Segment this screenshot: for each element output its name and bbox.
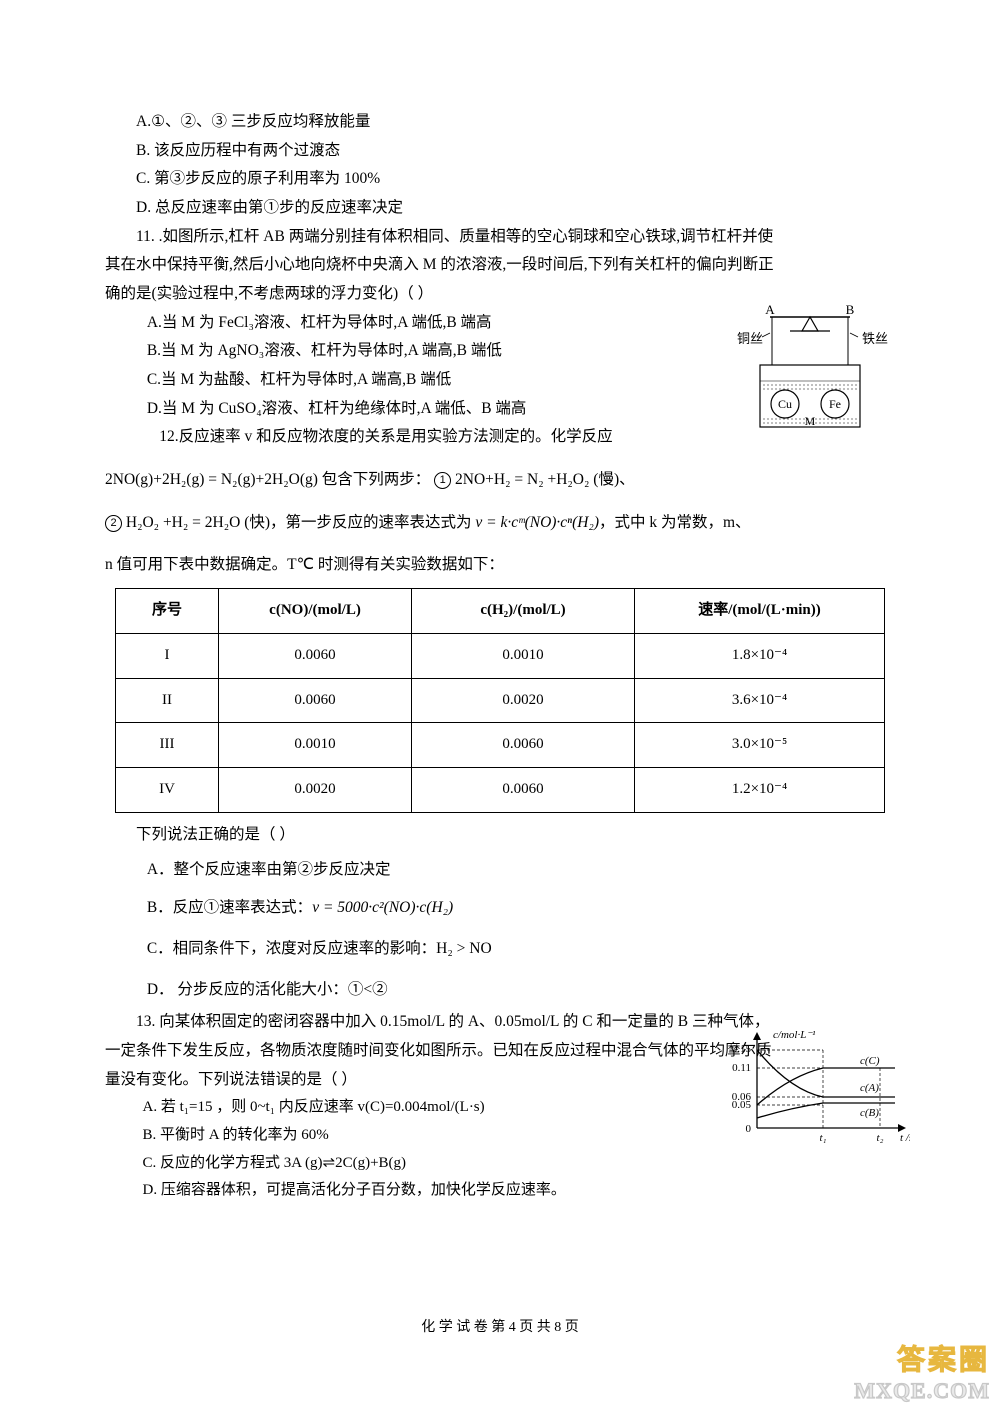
diagram-label-fe: Fe: [829, 397, 841, 411]
q13-opt-d: D. 压缩容器体积，可提高活化分子百分数，加快化学反应速率。: [105, 1177, 895, 1205]
svg-text:c(C): c(C): [860, 1055, 880, 1067]
q12-opt-b: B．反应①速率表达式：v = 5000·c²(NO)·c(H₂): [105, 894, 895, 923]
q12-opt-c: C．相同条件下，浓度对反应速率的影响：H₂ > NO: [105, 935, 895, 964]
page-footer: 化 学 试 卷 第 4 页 共 8 页: [105, 1315, 895, 1341]
q12-eq1: 2NO(g)+2H₂(g) = N₂(g)+2H₂O(g) 包含下列两步： 1 …: [105, 466, 895, 495]
watermark-line2: MXQE.COM: [854, 1378, 990, 1404]
table-row: IV0.00200.00601.2×10⁻⁴: [116, 768, 885, 813]
svg-text:t₁: t₁: [820, 1132, 827, 1144]
diagram-label-cuwire: 铜丝: [737, 331, 763, 346]
q11-diagram: A B 铜丝 铁丝 Cu Fe: [730, 305, 895, 445]
svg-text:c(B): c(B): [860, 1107, 879, 1119]
q11-stem-1: 11. .如图所示,杠杆 AB 两端分别挂有体积相同、质量相等的空心铜球和空心铁…: [105, 223, 895, 252]
table-header-row: 序号 c(NO)/(mol/L) c(H₂)/(mol/L) 速率/(mol/(…: [116, 589, 885, 634]
q12-table: 序号 c(NO)/(mol/L) c(H₂)/(mol/L) 速率/(mol/(…: [115, 588, 885, 813]
q12-question: 下列说法正确的是（ ）: [105, 821, 895, 850]
q13-chart: 0.15 0.11 0.06 0.05 0 c/mol·L⁻¹: [725, 1028, 910, 1148]
watermark: 答案圈 MXQE.COM: [854, 1338, 990, 1404]
q12-opt-d: D． 分步反应的活化能大小：①<②: [105, 976, 895, 1005]
svg-text:t₂: t₂: [877, 1132, 884, 1144]
q10-opt-d: D. 总反应速率由第①步的反应速率决定: [105, 194, 895, 223]
th-0: 序号: [116, 589, 219, 634]
table-row: II0.00600.00203.6×10⁻⁴: [116, 678, 885, 723]
table-row: I0.00600.00101.8×10⁻⁴: [116, 633, 885, 678]
q12-after: n 值可用下表中数据确定。T℃ 时测得有关实验数据如下：: [105, 551, 895, 580]
svg-text:c/mol·L⁻¹: c/mol·L⁻¹: [773, 1029, 815, 1041]
watermark-line1: 答案圈: [854, 1338, 990, 1378]
th-2: c(H₂)/(mol/L): [412, 589, 635, 634]
q12-eq2: 2 H₂O₂ +H₂ = 2H₂O (快)，第一步反应的速率表达式为 v = k…: [105, 509, 895, 538]
q10-opt-a: A.①、②、③ 三步反应均释放能量: [105, 108, 895, 137]
q10-opt-c: C. 第③步反应的原子利用率为 100%: [105, 165, 895, 194]
diagram-label-cu: Cu: [778, 397, 792, 411]
svg-text:0.15: 0.15: [732, 1043, 752, 1055]
q10-opt-b: B. 该反应历程中有两个过渡态: [105, 137, 895, 166]
table-row: III0.00100.00603.0×10⁻⁵: [116, 723, 885, 768]
diagram-label-a: A: [765, 305, 775, 317]
svg-text:0.11: 0.11: [732, 1062, 751, 1074]
diagram-label-b: B: [846, 305, 855, 317]
th-3: 速率/(mol/(L·min)): [635, 589, 885, 634]
q12-opt-a: A．整个反应速率由第②步反应决定: [105, 856, 895, 885]
q11-stem-2: 其在水中保持平衡,然后小心地向烧杯中央滴入 M 的浓溶液,一段时间后,下列有关杠…: [105, 251, 895, 280]
th-1: c(NO)/(mol/L): [219, 589, 412, 634]
diagram-label-m: M: [805, 414, 816, 428]
svg-text:0.05: 0.05: [732, 1099, 752, 1111]
svg-text:c(A): c(A): [860, 1082, 879, 1094]
q13-opt-c: C. 反应的化学方程式 3A (g)⇌2C(g)+B(g): [105, 1150, 895, 1178]
svg-text:0: 0: [746, 1123, 752, 1135]
diagram-label-fewire: 铁丝: [862, 331, 888, 346]
svg-text:t /s: t /s: [900, 1132, 910, 1144]
